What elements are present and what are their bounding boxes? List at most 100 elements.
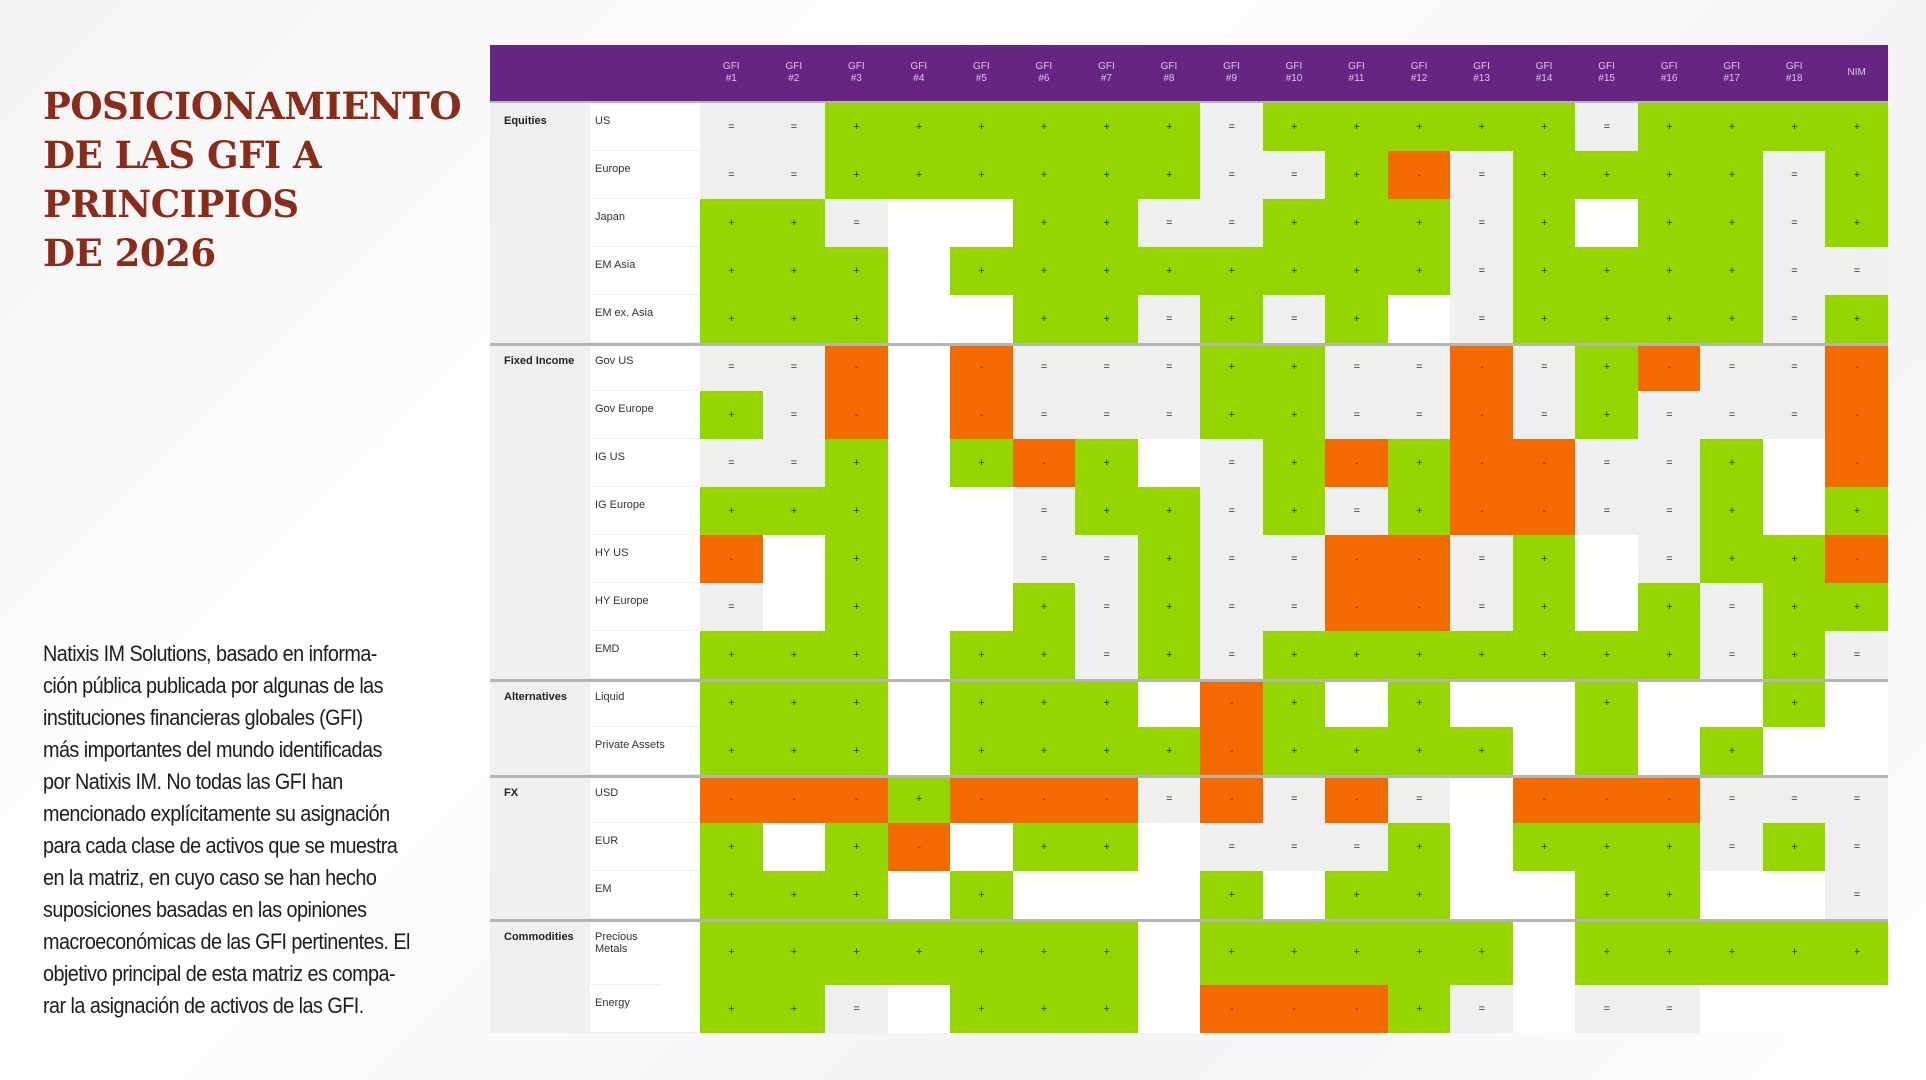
table-row: HY US - + = = + = = - - = + = + + - <box>490 535 1889 583</box>
row-label: Private Assets <box>590 727 700 775</box>
cell-symbol: - <box>1042 793 1046 805</box>
matrix-cell: - <box>1325 439 1389 487</box>
cell-symbol: = <box>1728 841 1736 853</box>
column-header-number: #15 <box>1598 73 1615 84</box>
matrix-cell: - <box>1387 583 1451 631</box>
cell-symbol: = <box>1791 313 1798 325</box>
column-header-name: GFI <box>1098 61 1115 72</box>
matrix-cell: = <box>1387 343 1451 391</box>
matrix-cell <box>762 583 826 631</box>
cell-symbol: + <box>1603 361 1611 373</box>
matrix-cell <box>1137 679 1201 727</box>
matrix-cell: = <box>762 391 826 439</box>
cell-symbol: + <box>1728 121 1736 133</box>
table-row: IG Europe + + + = + + = + = + - - = = + + <box>490 487 1889 535</box>
matrix-cell: = <box>1200 823 1264 871</box>
matrix-cell <box>887 583 951 631</box>
matrix-cell <box>887 199 951 247</box>
row-group-label <box>490 199 590 247</box>
cell-symbol: + <box>1353 121 1360 133</box>
row-group-label <box>490 391 590 439</box>
matrix-cell <box>1450 775 1514 823</box>
title-line: DE LAS GFI A <box>43 133 322 177</box>
cell-symbol: + <box>853 121 860 133</box>
description-line: ción pública publicada por algunas de la… <box>43 673 384 698</box>
cell-symbol: + <box>1291 121 1298 133</box>
cell-symbol: + <box>1666 313 1673 325</box>
matrix-cell: - <box>700 775 764 823</box>
matrix-cell: + <box>950 919 1014 985</box>
cell-symbol: + <box>853 313 860 325</box>
matrix-cell: + <box>762 985 826 1033</box>
matrix-cell <box>1575 727 1639 775</box>
matrix-cell: + <box>762 727 826 775</box>
cell-symbol: = <box>1666 553 1673 565</box>
matrix-cell <box>1762 439 1826 487</box>
cell-symbol: + <box>1416 121 1423 133</box>
matrix-cell: + <box>1387 727 1451 775</box>
cell-symbol: - <box>1417 553 1422 565</box>
table-row: Europe = = + + + + + + = = + - = + + + + = + <box>490 151 1889 199</box>
cell-symbol: + <box>790 313 798 325</box>
matrix-cell: + <box>1137 583 1201 631</box>
matrix-cell: - <box>1012 775 1076 823</box>
cell-symbol: = <box>1603 1003 1611 1015</box>
matrix-cell: - <box>1637 343 1701 391</box>
matrix-cell: - <box>1825 535 1889 583</box>
matrix-cell: + <box>1137 487 1201 535</box>
matrix-cell: + <box>700 487 764 535</box>
column-header-number: #2 <box>788 73 800 84</box>
cell-symbol: + <box>1103 946 1110 958</box>
cell-symbol: + <box>1478 745 1486 757</box>
matrix-cell: = <box>1012 391 1076 439</box>
matrix-cell <box>762 535 826 583</box>
row-group-label <box>490 247 590 295</box>
matrix-cell: = <box>1262 823 1326 871</box>
cell-symbol: + <box>1791 946 1798 958</box>
matrix-cell: + <box>1200 391 1264 439</box>
cell-symbol: + <box>1416 457 1423 469</box>
cell-symbol: = <box>1228 841 1235 853</box>
cell-symbol: + <box>1228 409 1235 421</box>
matrix-cell: = <box>1450 985 1514 1033</box>
matrix-cell: = <box>700 583 764 631</box>
cell-symbol: = <box>1165 793 1173 805</box>
matrix-cell: = <box>1075 631 1139 679</box>
column-header-number: #7 <box>1100 73 1112 84</box>
matrix-cell: - <box>1325 985 1389 1033</box>
matrix-cell: + <box>762 919 826 985</box>
matrix-cell: + <box>1200 919 1264 985</box>
matrix-cell: + <box>887 775 951 823</box>
description-line: suposiciones basadas en las opiniones <box>43 897 367 922</box>
matrix-cell: = <box>700 343 764 391</box>
cell-symbol: + <box>1853 946 1861 958</box>
column-header-name: GFI <box>722 61 740 72</box>
matrix-cell <box>1137 439 1201 487</box>
matrix-cell: + <box>950 871 1014 919</box>
cell-symbol: - <box>1229 745 1234 757</box>
matrix-cell: + <box>1075 199 1139 247</box>
matrix-cell: - <box>1512 439 1576 487</box>
cell-symbol: = <box>1478 1003 1486 1015</box>
cell-symbol: = <box>1103 361 1110 373</box>
matrix-cell <box>1700 871 1764 919</box>
matrix-cell: + <box>1137 103 1201 151</box>
matrix-cell <box>950 535 1014 583</box>
cell-symbol: + <box>1853 169 1861 181</box>
matrix-cell: = <box>1825 775 1889 823</box>
matrix-cell: - <box>1387 535 1451 583</box>
matrix-cell: + <box>1575 391 1639 439</box>
row-label: Europe <box>590 151 700 199</box>
cell-symbol: = <box>853 217 860 229</box>
row-label: EM <box>590 871 700 919</box>
matrix-cell <box>1512 679 1576 727</box>
cell-symbol: + <box>1666 121 1673 133</box>
cell-symbol: + <box>1165 505 1173 517</box>
matrix-cell: + <box>1762 919 1826 985</box>
cell-symbol: = <box>1416 409 1423 421</box>
cell-symbol: - <box>1855 553 1859 565</box>
cell-symbol: + <box>790 697 798 709</box>
matrix-cell: + <box>1200 247 1264 295</box>
matrix-cell: = <box>1825 631 1889 679</box>
cell-symbol: + <box>1853 217 1861 229</box>
